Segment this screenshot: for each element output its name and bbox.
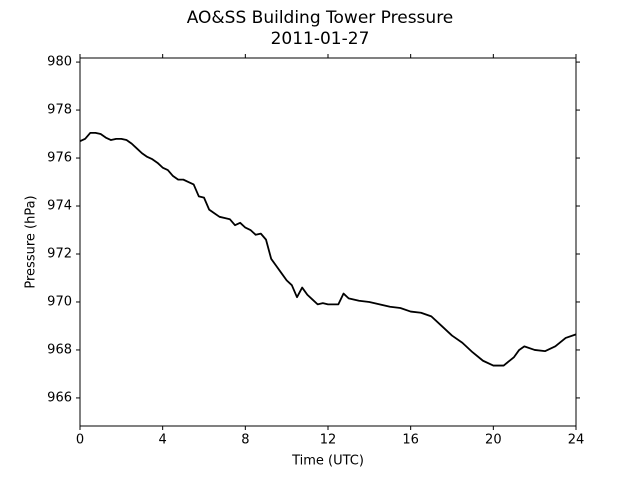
x-tick-label: 4 <box>159 433 167 448</box>
x-tick-label: 16 <box>402 433 419 448</box>
line <box>79 131 577 367</box>
y-tick-label: 974 <box>47 199 72 214</box>
y-tick-label: 978 <box>47 103 72 118</box>
plot-frame <box>79 57 577 427</box>
x-axis-label: Time (UTC) <box>291 454 364 469</box>
y-axis-label: Pressure (hPa) <box>24 195 39 288</box>
y-tick-label: 968 <box>47 342 72 357</box>
chart-title: AO&SS Building Tower Pressure <box>187 8 454 28</box>
x-tick-label: 20 <box>485 433 502 448</box>
y-tick-label: 970 <box>47 294 72 309</box>
y-tick-label: 972 <box>47 246 72 261</box>
x-tick-label: 12 <box>320 433 337 448</box>
chart-subtitle: 2011-01-27 <box>271 29 370 49</box>
y-tick-label: 976 <box>47 151 72 166</box>
x-tick-label: 24 <box>568 433 585 448</box>
y-tick-label: 980 <box>47 55 72 70</box>
x-tick-label: 0 <box>76 433 84 448</box>
y-tick-label: 966 <box>47 390 72 405</box>
x-tick-label: 8 <box>241 433 249 448</box>
